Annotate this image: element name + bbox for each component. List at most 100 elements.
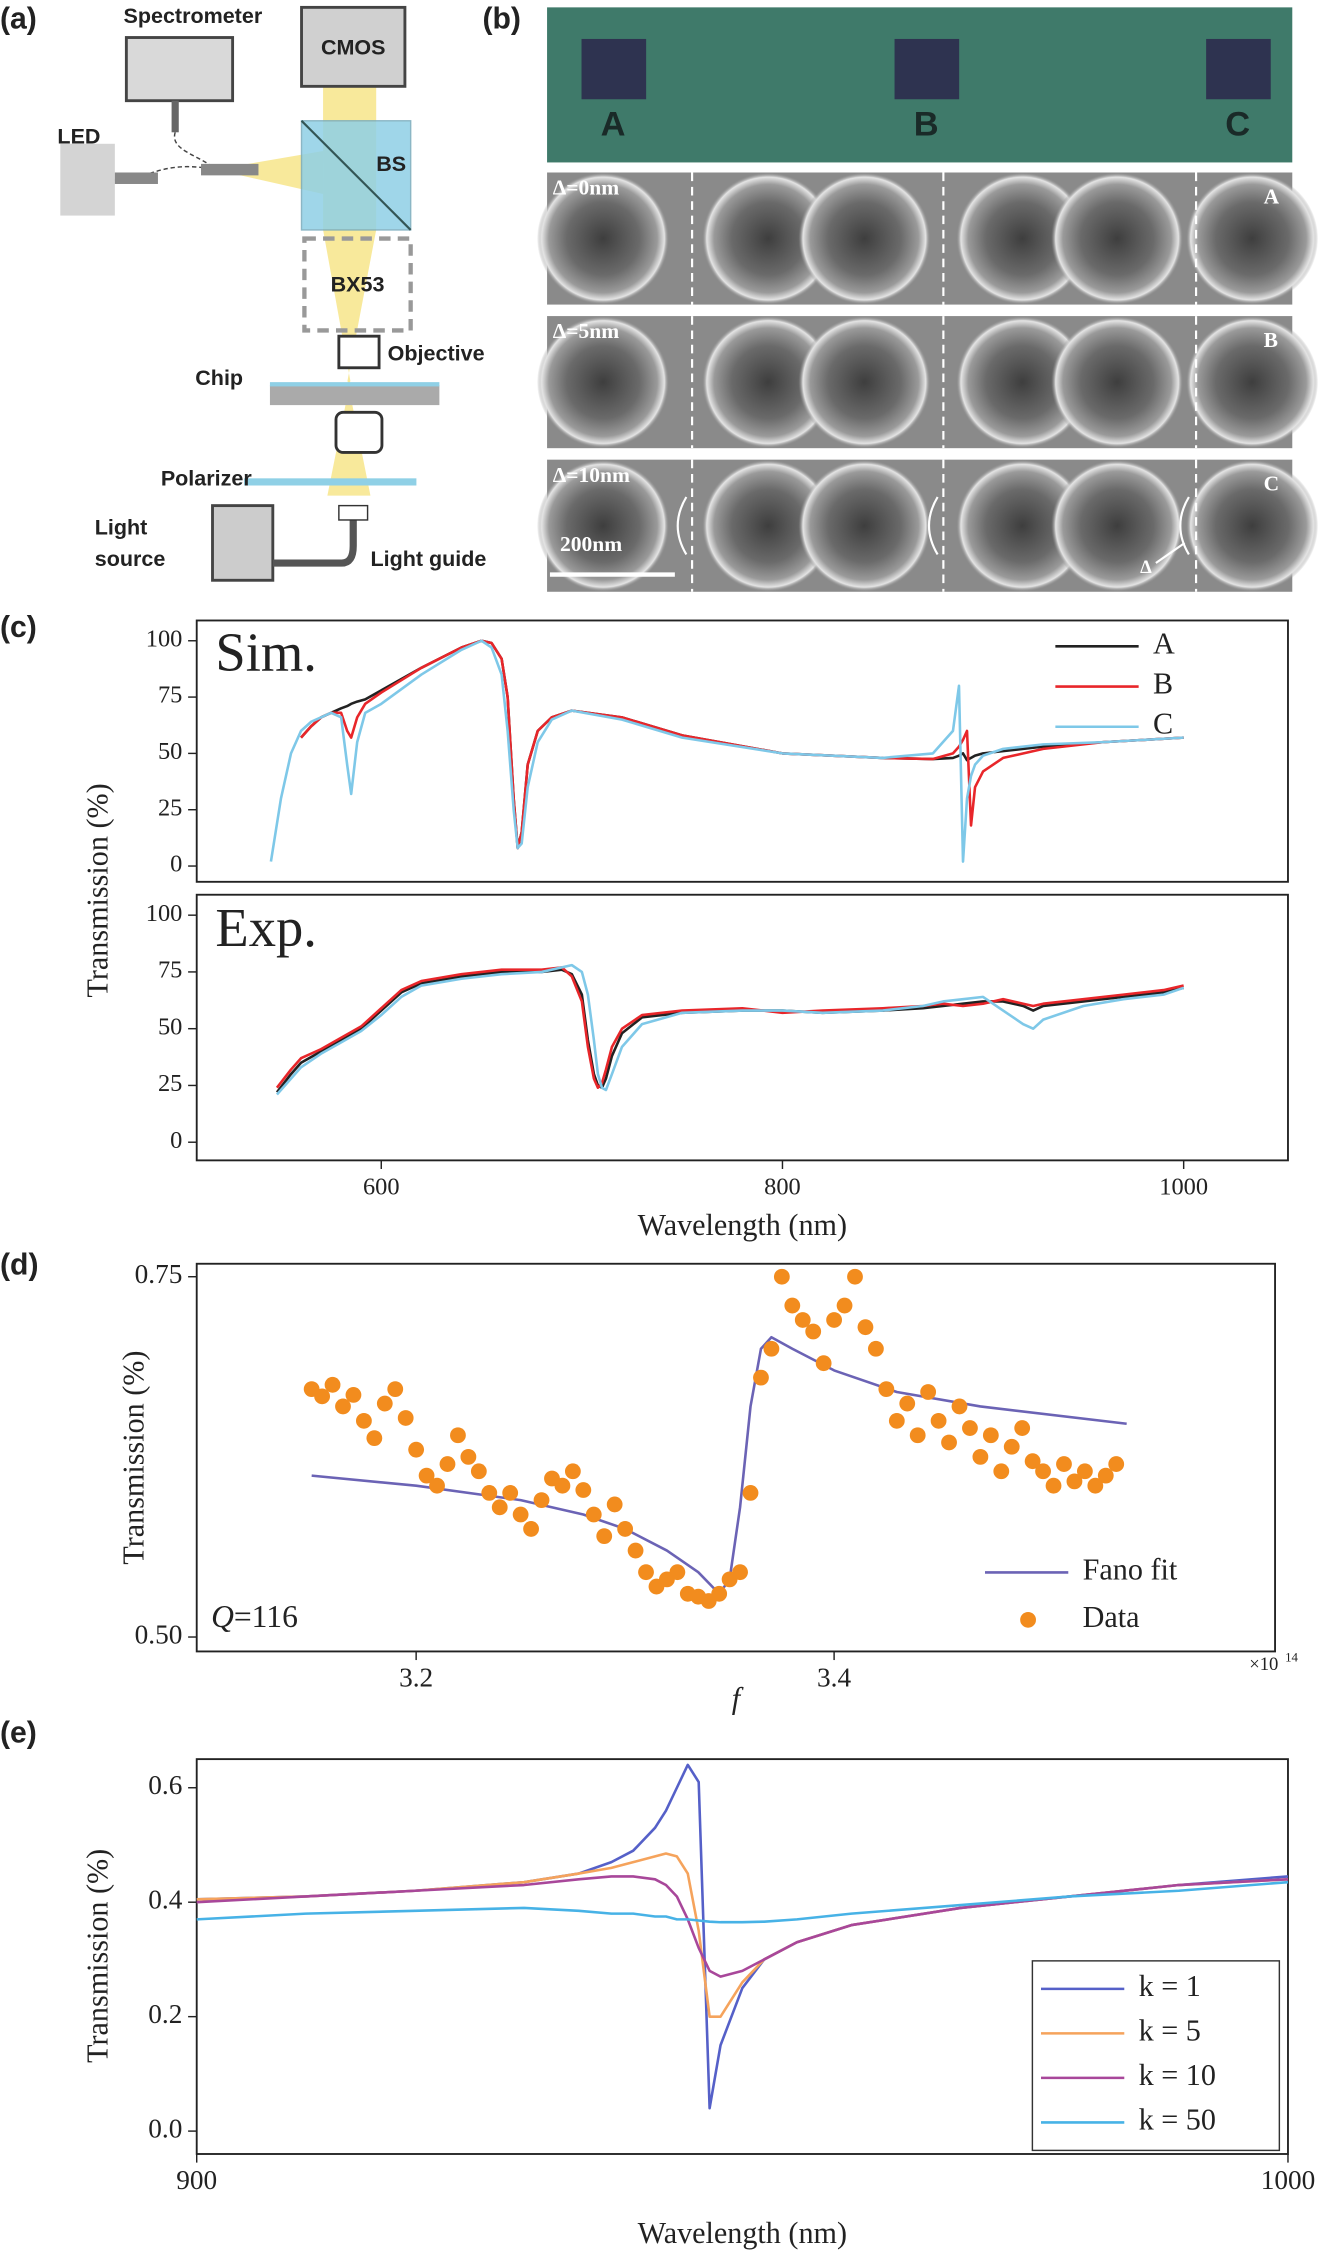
data-point: [502, 1485, 519, 1501]
data-point: [1108, 1456, 1125, 1472]
y-tick-label: 50: [158, 738, 182, 765]
legend-frame: [1031, 1960, 1281, 2152]
data-point: [1045, 1477, 1062, 1494]
data-point: [345, 1387, 362, 1403]
diagram-label: Polarizer: [161, 466, 253, 490]
data-point: [878, 1381, 895, 1398]
data-point: [439, 1456, 456, 1472]
diagram-label: Spectrometer: [123, 4, 262, 28]
gap-bracket: [927, 496, 939, 555]
nanohole: [702, 172, 835, 305]
sem-panel: A B C Δ=0nm A Δ=5nm B Δ=10nm C 200nm Δ: [537, 7, 1319, 592]
gap-bracket: [676, 496, 688, 555]
cmos-box: [300, 5, 407, 88]
sem-rows: Δ=0nm A Δ=5nm B Δ=10nm C 200nm Δ: [537, 172, 1319, 592]
data-point: [899, 1395, 916, 1412]
data-point: [805, 1323, 822, 1340]
data-point: [356, 1412, 372, 1429]
legend-label: C: [1153, 707, 1173, 741]
panel-label: (b): [482, 2, 520, 35]
delta-label: Δ=10nm: [553, 463, 630, 487]
led-box: [60, 143, 115, 216]
series-line: [275, 968, 1184, 1094]
series-line: [196, 1880, 1289, 1924]
fiber-connector: [201, 163, 259, 176]
light-guide-tip: [338, 504, 369, 521]
chart: 0.0 0.2 0.4 0.6 900 1000 Transmission (%) Wavel…: [80, 1758, 1315, 2250]
data-point: [617, 1521, 634, 1537]
chip: [269, 385, 440, 406]
chip-letter: B: [914, 106, 939, 144]
legend-label: k = 50: [1139, 2102, 1216, 2136]
axis-multiplier: ×10: [1249, 1654, 1278, 1675]
y-tick-label: 0.75: [135, 1259, 183, 1289]
light-source-box: [211, 504, 275, 582]
nanohole: [537, 316, 670, 449]
data-point: [324, 1376, 341, 1393]
data-point: [1035, 1463, 1051, 1480]
data-point: [920, 1384, 937, 1400]
x-tick-label: 600: [363, 1174, 400, 1201]
data-point: [815, 1355, 832, 1372]
diagram-label: Objective: [388, 342, 485, 366]
legend-label: A: [1153, 626, 1175, 660]
y-axis-label: Transmission (%): [80, 783, 114, 997]
legend-label: k = 5: [1139, 2013, 1201, 2047]
x-tick-label: 800: [764, 1174, 801, 1201]
plot-frame: [195, 1262, 1276, 1653]
data-point: [972, 1448, 989, 1465]
data-point: [951, 1398, 968, 1415]
data-point: [836, 1297, 853, 1314]
data-point: [1076, 1463, 1093, 1480]
bx53-box: [302, 236, 413, 333]
data-point: [376, 1395, 393, 1412]
y-tick-label: 0.4: [148, 1884, 182, 1914]
data-point: [711, 1585, 728, 1602]
data-point: [366, 1430, 383, 1447]
nanohole: [1051, 459, 1184, 592]
y-axis-label: Transmission (%): [116, 1351, 150, 1565]
chart: 0 25 50 75 100 Sim. ABC: [146, 619, 1289, 883]
delta-symbol: Δ: [1140, 557, 1152, 578]
axis-multiplier-exponent: 14: [1285, 1650, 1298, 1665]
splitter-diagonal: [300, 120, 412, 231]
chip-pad: [894, 38, 960, 100]
data-point: [523, 1521, 539, 1537]
y-tick-label: 0.50: [135, 1619, 183, 1649]
data-point: [481, 1485, 498, 1501]
delta-arrow: [1155, 542, 1186, 564]
y-tick-label: 25: [158, 1070, 182, 1097]
gap-bracket: [1179, 496, 1190, 555]
polarizer: [244, 478, 417, 486]
scale-bar-label: 200nm: [560, 532, 622, 556]
chip-surface: [269, 382, 440, 387]
row-letter: A: [1264, 184, 1280, 208]
data-point: [470, 1463, 487, 1480]
legend-marker: [1020, 1611, 1036, 1628]
setup-diagram: Spectrometer CMOS LED BS BX53 Objective …: [57, 4, 486, 582]
light-guide: [272, 519, 357, 567]
nanohole: [1186, 316, 1319, 449]
data-point: [575, 1482, 592, 1498]
plot-frame: [195, 1758, 1289, 2155]
x-tick-label: 1000: [1159, 1174, 1208, 1201]
data-point: [669, 1564, 686, 1581]
data-point: [638, 1564, 654, 1581]
data-point: [857, 1319, 874, 1336]
nanohole: [956, 459, 1089, 592]
light-beam: [215, 150, 324, 195]
series-line: [275, 963, 1185, 1096]
data-point: [397, 1410, 414, 1426]
legend-label: k = 10: [1139, 2058, 1216, 2092]
panel-annotation: Exp.: [215, 897, 317, 958]
data-point: [429, 1477, 445, 1494]
data-point: [554, 1477, 571, 1494]
y-tick-label: 100: [146, 625, 183, 652]
data-point: [314, 1388, 330, 1405]
nanohole: [956, 316, 1089, 449]
chart: 0 25 50 75 100 600 800 1000 Transmission (%) Wave…: [80, 783, 1289, 1242]
nanohole: [798, 459, 931, 592]
legend-label: k = 1: [1139, 1969, 1201, 2003]
row-letter: B: [1264, 328, 1278, 352]
